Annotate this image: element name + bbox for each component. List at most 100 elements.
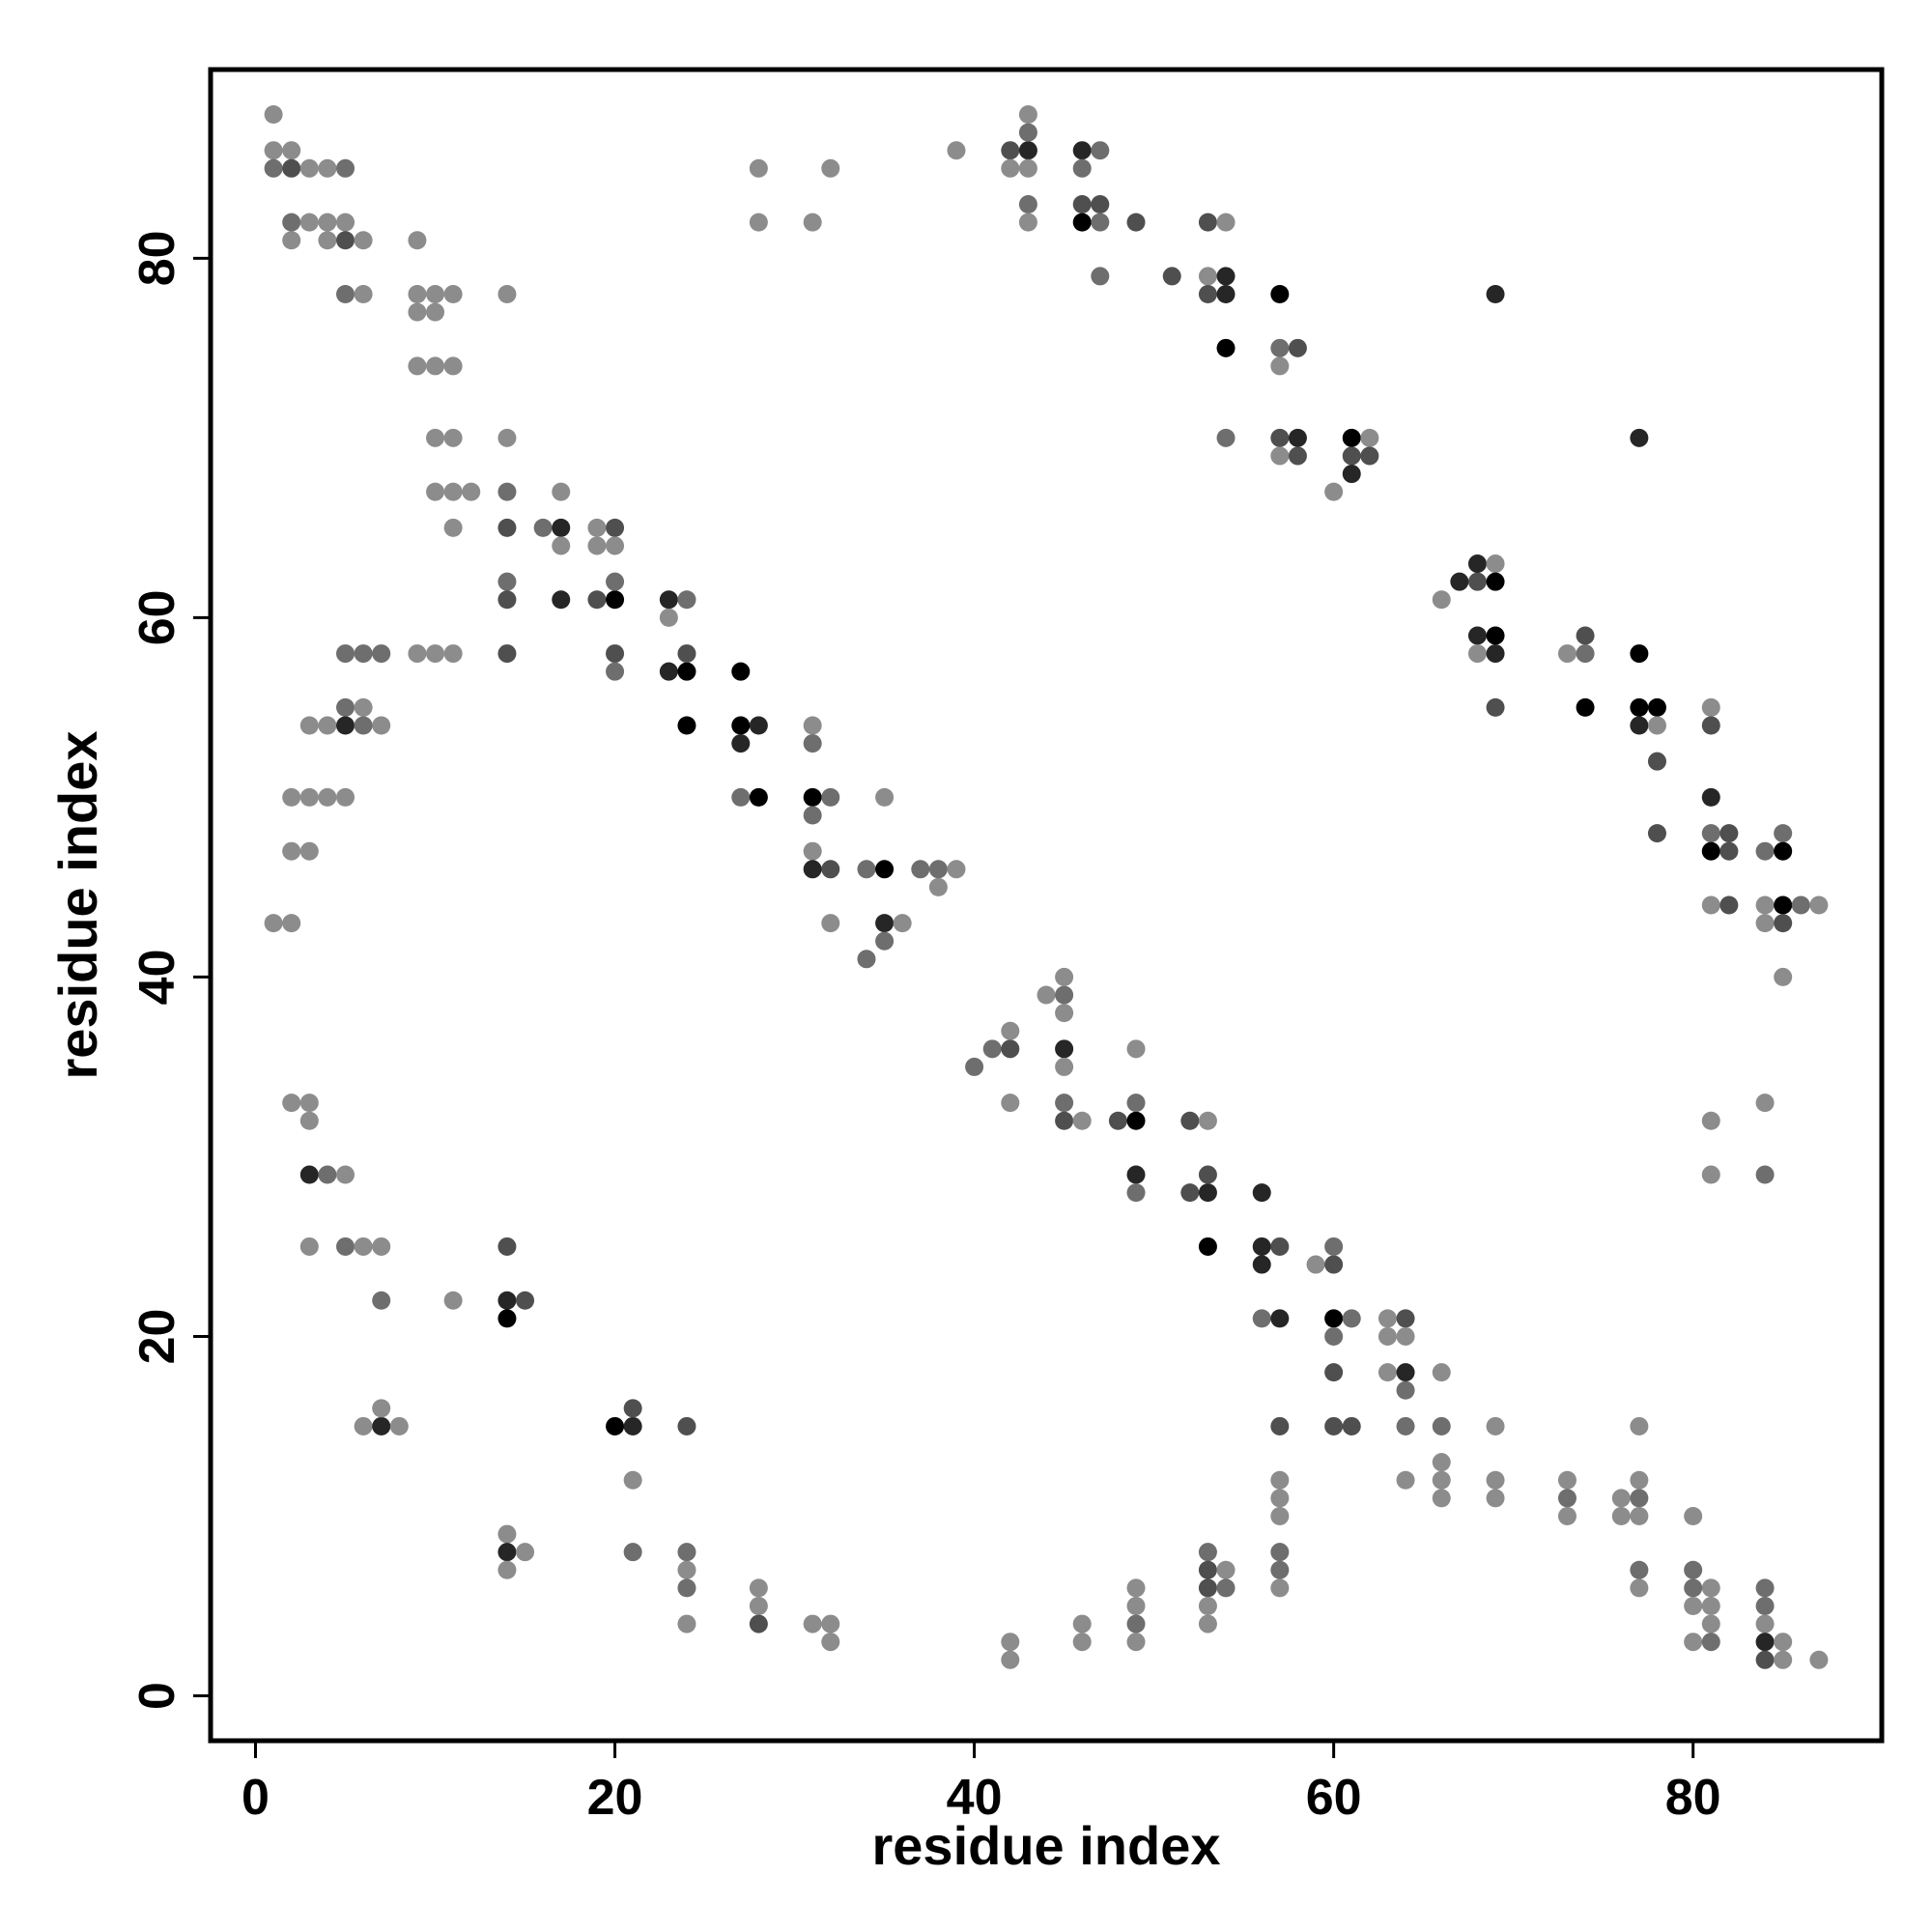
contact-point xyxy=(947,860,966,879)
contact-point xyxy=(372,1416,391,1435)
contact-point xyxy=(1126,1633,1146,1652)
contact-point xyxy=(497,1236,517,1256)
contact-point xyxy=(389,1416,409,1435)
contact-point xyxy=(443,482,463,501)
contact-point xyxy=(1018,158,1037,178)
contact-point xyxy=(1809,1650,1829,1669)
contact-point xyxy=(1018,123,1037,142)
contact-point xyxy=(1467,554,1487,574)
contact-point xyxy=(1324,1326,1344,1346)
contact-point xyxy=(749,787,768,807)
contact-point xyxy=(1486,644,1505,664)
contact-point xyxy=(1630,1506,1649,1525)
contact-point xyxy=(749,716,768,735)
contact-point xyxy=(497,1309,517,1328)
contact-point xyxy=(1252,1255,1271,1274)
contact-point xyxy=(372,1291,391,1310)
contact-point xyxy=(552,590,571,610)
contact-point xyxy=(1288,338,1307,357)
contact-point xyxy=(659,662,678,681)
contact-point xyxy=(875,860,895,879)
contact-point xyxy=(677,662,696,681)
contact-point xyxy=(1072,1614,1092,1634)
contact-point xyxy=(1252,1236,1271,1256)
contact-point xyxy=(911,860,930,879)
contact-point xyxy=(1216,338,1236,357)
contact-point xyxy=(1630,697,1649,717)
points-layer xyxy=(264,105,1829,1669)
contact-point xyxy=(623,1399,642,1418)
contact-point xyxy=(857,950,876,969)
contact-point xyxy=(372,644,391,664)
contact-point xyxy=(318,716,337,735)
contact-point xyxy=(299,1165,319,1184)
contact-point xyxy=(1684,1578,1703,1598)
contact-point xyxy=(928,860,948,879)
y-tick-label: 80 xyxy=(129,230,185,286)
contact-point xyxy=(606,662,625,681)
contact-point xyxy=(1719,841,1739,861)
contact-point xyxy=(1701,1596,1720,1615)
contact-point xyxy=(282,213,301,232)
contact-point xyxy=(1486,1470,1505,1490)
contact-point xyxy=(606,536,625,555)
contact-point xyxy=(659,590,678,610)
contact-point xyxy=(1252,1309,1271,1328)
contact-point xyxy=(1324,1236,1344,1256)
contact-point xyxy=(749,1578,768,1598)
contact-point xyxy=(1486,626,1505,645)
contact-point xyxy=(1001,141,1020,160)
contact-point xyxy=(1432,1470,1451,1490)
contact-point xyxy=(1630,716,1649,735)
contact-point xyxy=(426,428,445,447)
contact-point xyxy=(1755,1650,1775,1669)
contact-point xyxy=(1432,1453,1451,1472)
contact-point xyxy=(552,482,571,501)
contact-point xyxy=(1324,1255,1344,1274)
contact-point xyxy=(426,302,445,322)
contact-point xyxy=(677,1543,696,1562)
contact-point xyxy=(1198,285,1217,304)
contact-point xyxy=(282,787,301,807)
contact-point xyxy=(282,141,301,160)
contact-point xyxy=(857,860,876,879)
contact-point xyxy=(1630,1560,1649,1579)
contact-point xyxy=(299,787,319,807)
contact-point xyxy=(1684,1560,1703,1579)
contact-point xyxy=(1324,1363,1344,1382)
contact-point xyxy=(354,716,373,735)
contact-point xyxy=(1774,1650,1793,1669)
y-axis-title: residue index xyxy=(47,730,108,1079)
contact-point xyxy=(606,644,625,664)
contact-point xyxy=(1270,446,1290,466)
contact-point xyxy=(426,644,445,664)
contact-point xyxy=(354,1416,373,1435)
contact-point xyxy=(1486,285,1505,304)
contact-point xyxy=(1180,1183,1200,1203)
contact-point xyxy=(1755,914,1775,933)
contact-point xyxy=(1306,1255,1325,1274)
contact-point xyxy=(1701,787,1720,807)
contact-point xyxy=(1198,1614,1217,1634)
contact-point xyxy=(264,141,283,160)
contact-point xyxy=(1647,697,1666,717)
contact-point xyxy=(1791,895,1810,915)
contact-point xyxy=(606,590,625,610)
contact-point xyxy=(1701,824,1720,843)
contact-point xyxy=(1162,267,1181,286)
contact-point xyxy=(1755,1165,1775,1184)
contact-point xyxy=(1396,1363,1415,1382)
contact-point xyxy=(803,213,822,232)
contact-point xyxy=(1270,1416,1290,1435)
contact-point xyxy=(623,1470,642,1490)
contact-point xyxy=(1001,1633,1020,1652)
contact-point xyxy=(408,302,427,322)
contact-point xyxy=(1630,1470,1649,1490)
contact-point xyxy=(821,1614,840,1634)
contact-point xyxy=(1467,572,1487,591)
contact-point xyxy=(497,482,517,501)
contact-point xyxy=(497,644,517,664)
contact-point xyxy=(677,1578,696,1598)
contact-point xyxy=(516,1291,535,1310)
contact-point xyxy=(264,105,283,125)
